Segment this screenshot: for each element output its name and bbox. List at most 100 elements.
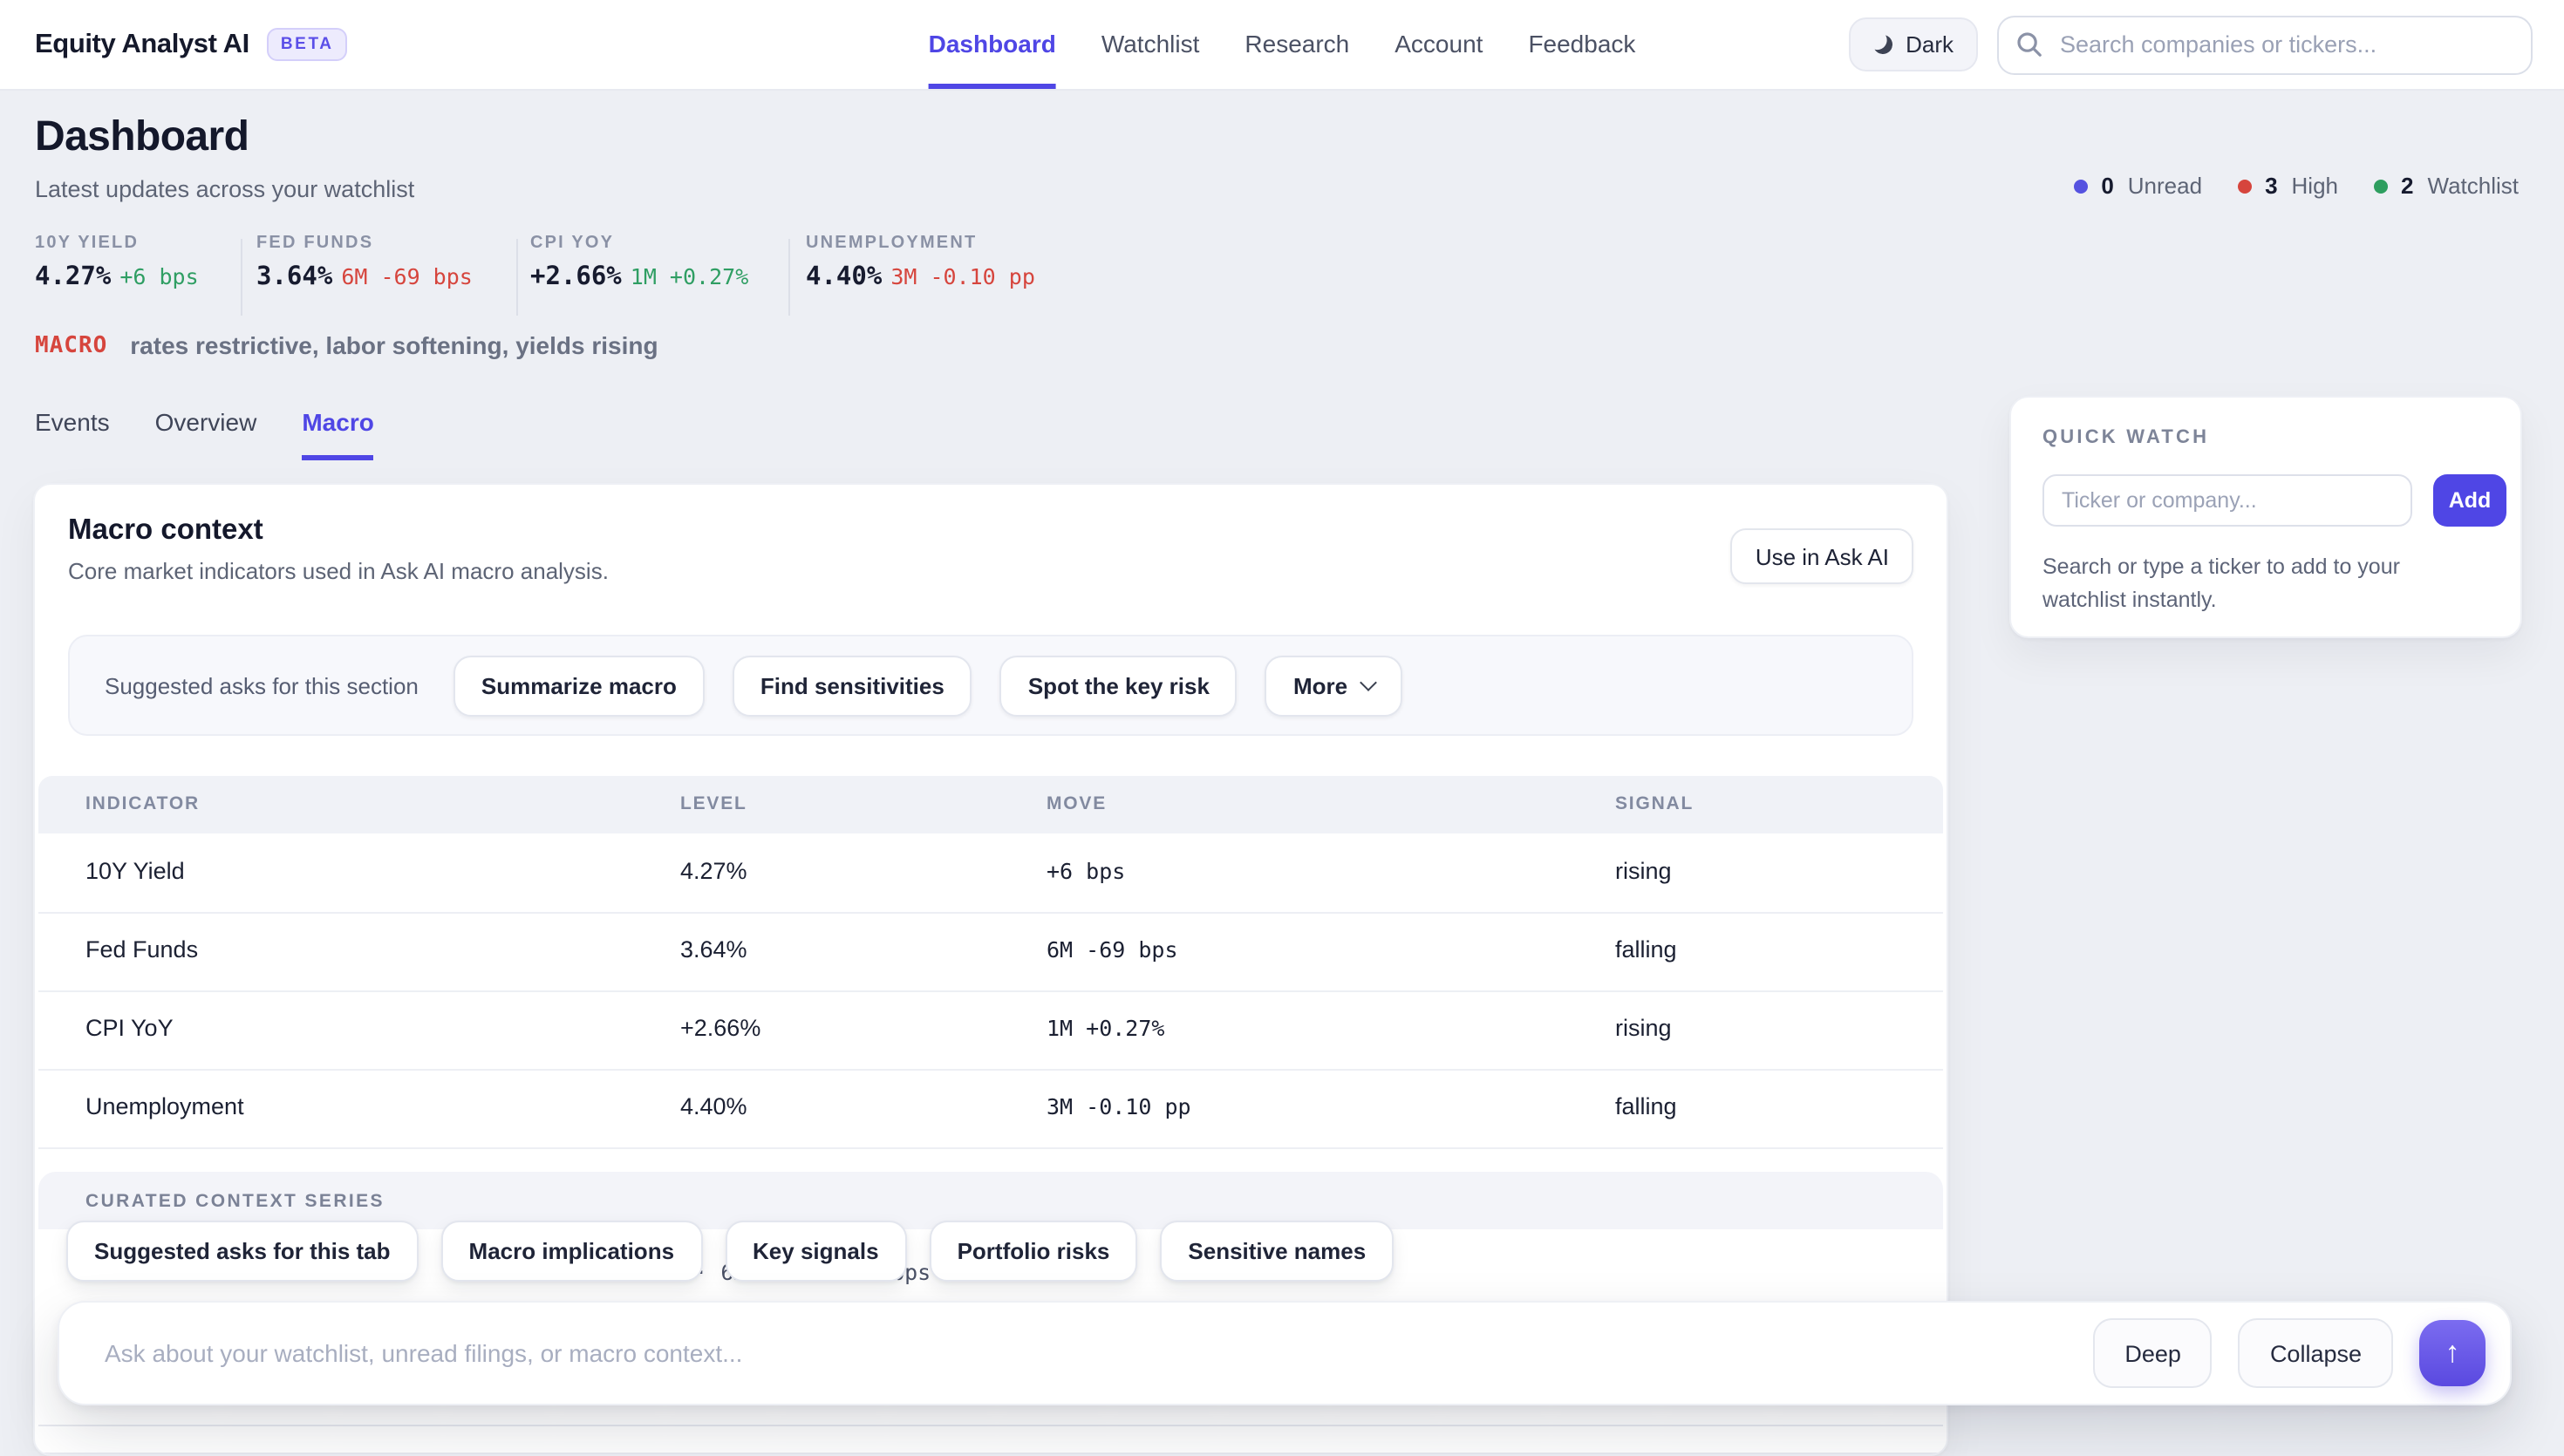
legend-watchlist: 2 Watchlist [2373, 173, 2519, 199]
macro-strip-value: 3.64% [256, 263, 333, 291]
send-button[interactable]: ↑ [2419, 1320, 2486, 1386]
cell-signal: rising [1615, 1015, 1672, 1041]
ticker-input[interactable] [2042, 474, 2412, 527]
nav-dashboard[interactable]: Dashboard [928, 0, 1056, 89]
unread-label: Unread [2127, 173, 2203, 199]
page-subtitle: Latest updates across your watchlist [35, 176, 415, 202]
nav-account[interactable]: Account [1395, 30, 1483, 58]
nav-research[interactable]: Research [1244, 30, 1350, 58]
status-legend: 0 Unread 3 High 2 Watchlist [2073, 173, 2519, 199]
dark-mode-toggle[interactable]: Dark [1848, 17, 1978, 71]
tab-suggestion-chips: Suggested asks for this tab Macro implic… [66, 1221, 1395, 1282]
macro-strip-cpi: CPI YOY +2.66% 1M +0.27% [530, 234, 748, 293]
high-count: 3 [2265, 173, 2278, 199]
cell-indicator: CPI YoY [85, 1015, 174, 1041]
macro-strip-value: 4.27% [35, 263, 112, 291]
cell-level: 3.64% [680, 936, 747, 963]
cell-signal: falling [1615, 936, 1677, 963]
divider [516, 239, 518, 316]
col-level: LEVEL [680, 793, 747, 814]
deep-button[interactable]: Deep [2093, 1318, 2213, 1388]
macro-strip-delta: 6M -69 bps [341, 263, 473, 289]
macro-strip-label: 10Y YIELD [35, 234, 140, 253]
nav-watchlist[interactable]: Watchlist [1101, 30, 1200, 58]
chip-portfolio-risks[interactable]: Portfolio risks [929, 1221, 1138, 1282]
col-move: MOVE [1047, 793, 1108, 814]
divider [241, 239, 242, 316]
tab-overview[interactable]: Overview [154, 408, 257, 436]
macro-strip-delta: 1M +0.27% [630, 263, 749, 289]
table-row: Fed Funds 3.64% 6M -69 bps falling [38, 912, 1943, 992]
cell-move: 3M -0.10 pp [1047, 1093, 1191, 1119]
chip-suggested-asks-tab[interactable]: Suggested asks for this tab [66, 1221, 419, 1282]
macro-strip-value: +2.66% [530, 263, 622, 291]
macro-strip-delta: 3M -0.10 pp [890, 263, 1035, 289]
cell-move: +6 bps [1047, 858, 1126, 884]
chip-macro-implications[interactable]: Macro implications [440, 1221, 703, 1282]
divider [38, 1453, 1943, 1454]
brand-name: Equity Analyst AI [35, 29, 249, 58]
table-row: CPI YoY +2.66% 1M +0.27% rising [38, 990, 1943, 1071]
quick-watch-title: QUICK WATCH [2042, 427, 2210, 448]
divider [788, 239, 790, 316]
chip-more[interactable]: More [1265, 655, 1402, 716]
nav-feedback[interactable]: Feedback [1528, 30, 1636, 58]
cell-level: 4.27% [680, 858, 747, 884]
high-dot-icon [2237, 179, 2252, 193]
macro-summary-text: rates restrictive, labor softening, yiel… [130, 331, 658, 359]
watchlist-label: Watchlist [2427, 173, 2520, 199]
divider [38, 1425, 1943, 1426]
main-nav: Dashboard Watchlist Research Account Fee… [928, 0, 1636, 89]
cell-level: 4.40% [680, 1093, 747, 1119]
global-search [1997, 15, 2533, 74]
section-tabs: Events Overview Macro [35, 408, 374, 460]
macro-strip-unemployment: UNEMPLOYMENT 4.40% 3M -0.10 pp [806, 234, 1035, 293]
chip-summarize-macro[interactable]: Summarize macro [453, 655, 705, 716]
ask-ai-bar: Deep Collapse ↑ [58, 1301, 2512, 1405]
add-ticker-button[interactable]: Add [2433, 474, 2506, 527]
macro-strip-10y: 10Y YIELD 4.27% +6 bps [35, 234, 199, 293]
dark-mode-label: Dark [1906, 31, 1954, 58]
suggested-asks-bar: Suggested asks for this section Summariz… [68, 635, 1913, 736]
cell-indicator: Unemployment [85, 1093, 244, 1119]
cell-signal: rising [1615, 858, 1672, 884]
brand: Equity Analyst AI BETA [35, 0, 348, 89]
legend-unread: 0 Unread [2073, 173, 2202, 199]
quick-watch-help: Search or type a ticker to add to your w… [2042, 555, 2400, 613]
moon-icon [1872, 34, 1893, 56]
arrow-up-icon: ↑ [2445, 1336, 2460, 1369]
macro-strip-value: 4.40% [806, 263, 883, 291]
app-header: Equity Analyst AI BETA Dashboard Watchli… [0, 0, 2564, 91]
curated-header: CURATED CONTEXT SERIES [85, 1191, 385, 1212]
cell-indicator: 10Y Yield [85, 858, 185, 884]
macro-strip-fedfunds: FED FUNDS 3.64% 6M -69 bps [256, 234, 473, 293]
chevron-down-icon [1359, 674, 1376, 691]
table-header: INDICATOR LEVEL MOVE SIGNAL [38, 776, 1943, 833]
unread-count: 0 [2101, 173, 2114, 199]
macro-strip-delta: +6 bps [119, 263, 199, 289]
legend-high: 3 High [2237, 173, 2338, 199]
cell-move: 6M -69 bps [1047, 936, 1178, 963]
cell-indicator: Fed Funds [85, 936, 199, 963]
chip-spot-key-risk[interactable]: Spot the key risk [999, 655, 1238, 716]
suggested-asks-label: Suggested asks for this section [105, 672, 419, 698]
search-input[interactable] [2056, 30, 2513, 59]
chip-key-signals[interactable]: Key signals [725, 1221, 907, 1282]
macro-summary-tag: MACRO [35, 332, 108, 358]
tab-events[interactable]: Events [35, 408, 110, 436]
table-row: 10Y Yield 4.27% +6 bps rising [38, 833, 1943, 914]
unread-dot-icon [2073, 179, 2088, 193]
cell-signal: falling [1615, 1093, 1677, 1119]
macro-summary: MACRO rates restrictive, labor softening… [35, 331, 658, 359]
chip-find-sensitivities[interactable]: Find sensitivities [732, 655, 972, 716]
tab-macro[interactable]: Macro [302, 408, 374, 460]
chip-sensitive-names[interactable]: Sensitive names [1160, 1221, 1395, 1282]
macro-strip-label: FED FUNDS [256, 234, 374, 253]
cell-move: 1M +0.27% [1047, 1015, 1165, 1041]
card-title: Macro context [68, 514, 263, 546]
col-signal: SIGNAL [1615, 793, 1695, 814]
ask-input[interactable] [101, 1337, 2068, 1369]
search-icon [2017, 32, 2042, 57]
use-in-ask-ai-button[interactable]: Use in Ask AI [1730, 528, 1913, 584]
collapse-button[interactable]: Collapse [2238, 1318, 2393, 1388]
